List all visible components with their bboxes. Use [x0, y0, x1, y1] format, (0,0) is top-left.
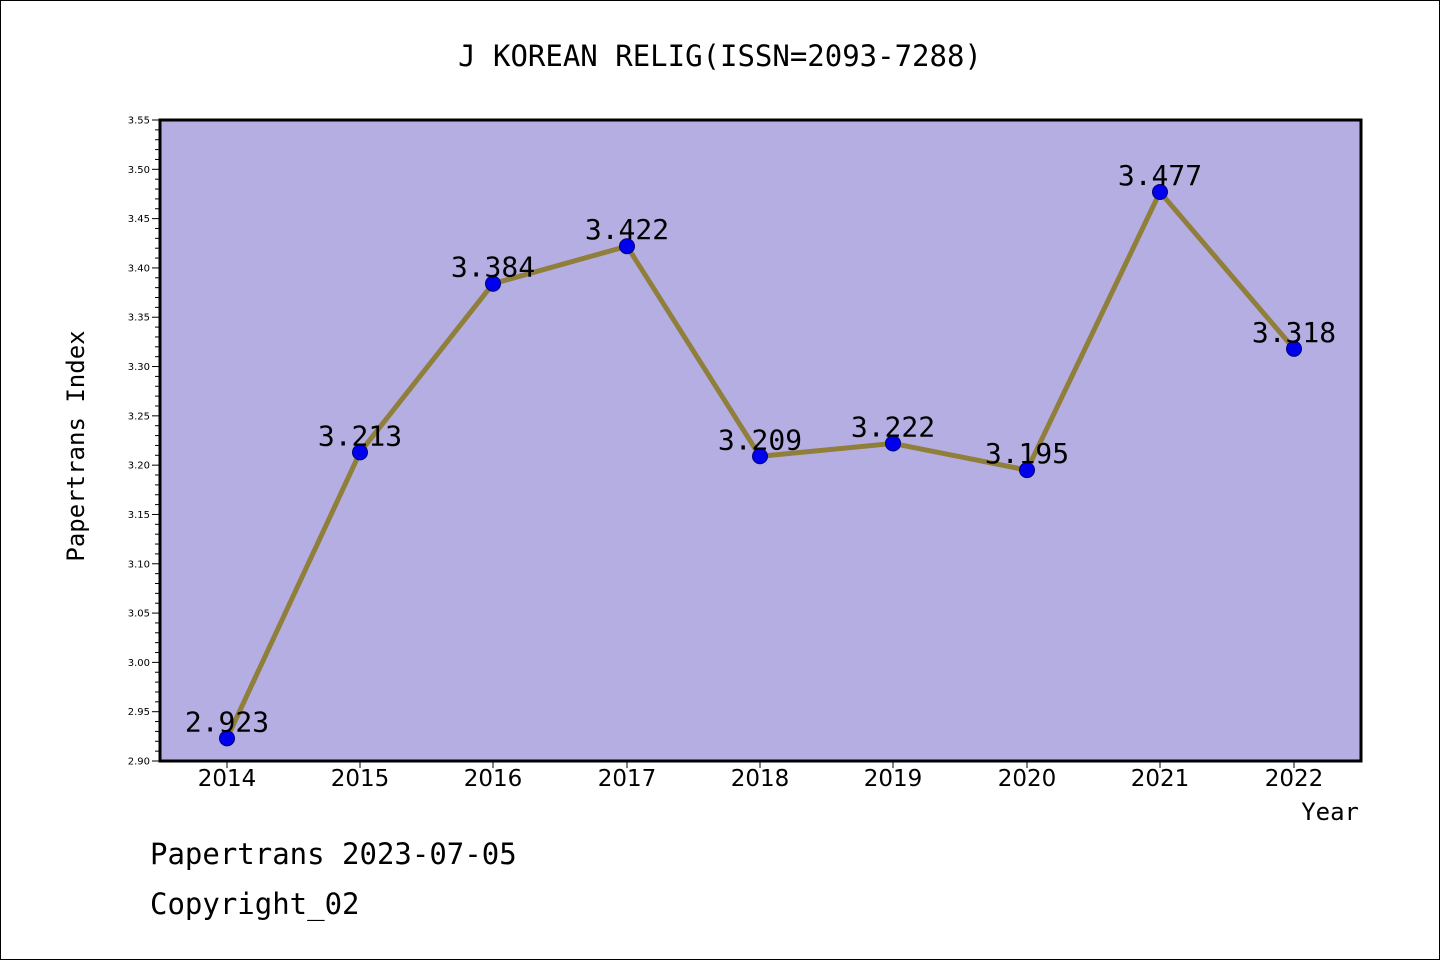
y-axis-label: Papertrans Index: [62, 330, 90, 561]
data-labels-group: 2.923 3.213 3.384 3.422 3.209 3.222 3.195 3.477…: [185, 159, 1336, 738]
y-tick-label: 2.90: [128, 757, 150, 768]
x-tick-label: 2014: [198, 766, 257, 792]
x-axis-label: Year: [1301, 798, 1359, 826]
x-tick-label: 2017: [598, 766, 657, 792]
y-tick-label: 3.20: [128, 461, 150, 472]
data-label: 3.195: [985, 437, 1069, 470]
y-tick-label: 3.00: [128, 658, 150, 669]
data-label: 3.209: [718, 423, 802, 456]
plot-frame: [158, 118, 1363, 763]
data-point: [352, 444, 368, 461]
y-tick-label: 3.45: [128, 214, 150, 225]
data-label: 3.222: [851, 410, 935, 443]
data-point: [485, 275, 501, 292]
y-tick-label: 3.40: [128, 263, 150, 274]
y-tick-label: 3.55: [128, 116, 150, 127]
y-tick-label: 3.15: [128, 510, 150, 521]
y-tick-label: 2.95: [128, 707, 150, 718]
y-tick-label: 3.30: [128, 362, 150, 373]
data-label: 3.384: [451, 251, 535, 284]
y-tick-label: 3.10: [128, 559, 150, 570]
chart-title: J KOREAN RELIG(ISSN=2093-7288): [458, 39, 982, 73]
x-tick-label: 2015: [331, 766, 390, 792]
data-point: [885, 435, 901, 452]
data-point: [1286, 340, 1302, 357]
data-point: [619, 238, 635, 255]
markers-group: [219, 183, 1302, 747]
x-tick-label: 2020: [998, 766, 1057, 792]
x-tick-label: 2016: [464, 766, 523, 792]
x-tick-label: 2021: [1131, 766, 1190, 792]
y-tick-label: 3.35: [128, 313, 150, 324]
x-axis-ticks: 2014 2015 2016 2017 2018 2019 2020 2021 2022: [198, 761, 1324, 792]
data-point: [1019, 462, 1035, 479]
y-tick-label: 3.25: [128, 411, 150, 422]
x-tick-label: 2019: [864, 766, 923, 792]
plot-area: [160, 120, 1361, 761]
data-label: 3.213: [318, 419, 402, 452]
y-axis-ticks: 2.90 2.95 3.00 3.05 3.10 3.15 3.20 3.25 3.30 3.35…: [128, 116, 160, 768]
data-label: 3.477: [1118, 159, 1202, 192]
y-tick-label: 3.05: [128, 609, 150, 620]
data-point: [1152, 183, 1168, 200]
y-tick-label: 3.50: [128, 165, 150, 176]
data-label: 3.422: [585, 213, 669, 246]
footer-date: Papertrans 2023-07-05: [150, 837, 517, 871]
footer-copyright: Copyright_02: [150, 887, 360, 922]
x-tick-label: 2022: [1265, 766, 1324, 792]
data-point: [219, 730, 235, 747]
data-label: 3.318: [1252, 316, 1336, 349]
data-label: 2.923: [185, 705, 269, 738]
data-point: [752, 448, 768, 465]
x-tick-label: 2018: [731, 766, 790, 792]
